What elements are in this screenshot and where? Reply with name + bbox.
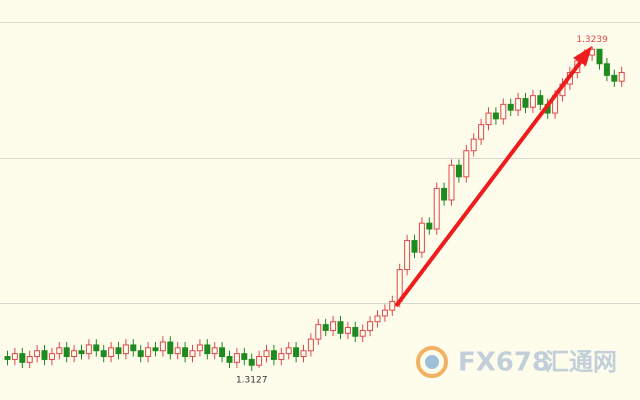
logo-core — [425, 355, 439, 369]
arrow-head — [573, 46, 592, 66]
candle-body — [34, 350, 41, 358]
candle-body — [152, 347, 159, 352]
candle-body — [448, 164, 455, 201]
candle-body — [389, 300, 396, 311]
candle-body — [19, 353, 26, 363]
candle-body — [374, 315, 381, 323]
candle-body — [500, 103, 507, 120]
candle-body — [411, 240, 418, 253]
candle-body — [463, 150, 470, 178]
candle-body — [182, 347, 189, 358]
candle-body — [63, 347, 70, 358]
candle-body — [56, 347, 63, 355]
candle-body — [293, 347, 300, 358]
candle-body — [93, 344, 100, 352]
candle-body — [211, 347, 218, 355]
candle-body — [492, 112, 499, 120]
candle-body — [337, 321, 344, 334]
price-annotation: 1.3127 — [236, 376, 268, 386]
candle-body — [515, 98, 522, 111]
candle-body — [41, 350, 48, 360]
price-annotation: 1.3239 — [576, 35, 608, 45]
candle-body — [485, 112, 492, 126]
candle-body — [71, 350, 78, 358]
arrow-shaft — [394, 58, 584, 308]
candle-body — [359, 329, 366, 337]
candle-body — [137, 350, 144, 358]
candle-body — [189, 350, 196, 358]
candles — [4, 46, 625, 372]
candle-body — [167, 341, 174, 355]
candle-body — [26, 356, 33, 363]
candle-body — [603, 63, 610, 76]
candle-body — [330, 321, 337, 331]
candle-body — [367, 321, 374, 331]
candle-body — [426, 222, 433, 230]
candle-body — [11, 353, 18, 360]
candle-body — [478, 124, 485, 140]
watermark: FX678 汇通网 — [416, 346, 617, 378]
candle-body — [441, 187, 448, 201]
candle-body — [226, 356, 233, 363]
candle-body — [522, 98, 529, 108]
logo-ring — [416, 346, 448, 378]
candle-body — [315, 324, 322, 340]
candle-body — [470, 138, 477, 152]
candle-body — [300, 350, 307, 358]
candle-body — [618, 71, 625, 82]
candle-body — [322, 324, 329, 331]
candle-body — [4, 356, 11, 360]
trend-arrow — [394, 46, 592, 308]
candle-body — [108, 347, 115, 358]
candle-body — [48, 353, 55, 360]
candle-body — [85, 344, 92, 355]
candle-body — [130, 344, 137, 352]
candle-body — [145, 347, 152, 358]
candle-body — [270, 350, 277, 360]
candle-body — [611, 74, 618, 82]
candle-body — [263, 350, 270, 358]
candle-body — [174, 347, 181, 355]
watermark-name: 汇通网 — [545, 348, 617, 376]
candle-body — [344, 327, 351, 334]
candle-body — [433, 187, 440, 230]
candle-body — [233, 353, 240, 363]
candle-body — [219, 347, 226, 358]
watermark-brand: FX678 — [458, 348, 550, 378]
candle-body — [381, 309, 388, 317]
candle-body — [204, 344, 211, 355]
candle-body — [248, 358, 255, 366]
candle-body — [307, 338, 314, 352]
candle-body — [529, 95, 536, 108]
candle-body — [115, 347, 122, 355]
candle-body — [596, 48, 603, 65]
candle-body — [100, 350, 107, 358]
candle-body — [507, 103, 514, 111]
candle-body — [241, 353, 248, 360]
candle-body — [537, 95, 544, 105]
candle-body — [278, 353, 285, 360]
candle-body — [159, 341, 166, 352]
candle-body — [256, 356, 263, 366]
candle-body — [122, 344, 129, 355]
candle-body — [352, 327, 359, 337]
candle-body — [196, 344, 203, 352]
candle-body — [78, 350, 85, 355]
candle-body — [418, 222, 425, 253]
candle-body — [285, 347, 292, 355]
candle-body — [455, 164, 462, 178]
candle-body — [404, 240, 411, 271]
